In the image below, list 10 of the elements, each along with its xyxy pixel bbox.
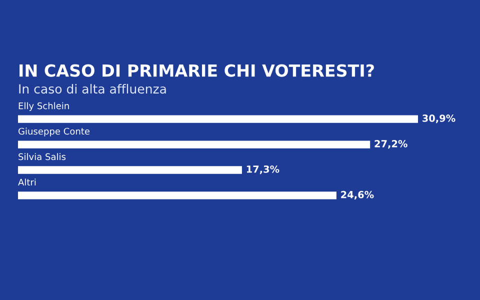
y-tick-label: Altri [18, 178, 36, 186]
y-tick-label: Elly Schlein [18, 102, 69, 111]
data-label: 27,2% [374, 140, 408, 149]
y-tick-label: Giuseppe Conte [18, 128, 90, 136]
data-label: 30,9% [422, 114, 456, 124]
chart-subtitle: In caso di alta affluenza [19, 84, 166, 94]
chart-title: IN CASO DI PRIMARIE CHI VOTERESTI? [20, 64, 374, 77]
data-label: 17,3% [246, 165, 280, 174]
data-label: 24,6% [341, 190, 374, 200]
y-tick-label: Silvia Salis [18, 153, 66, 160]
